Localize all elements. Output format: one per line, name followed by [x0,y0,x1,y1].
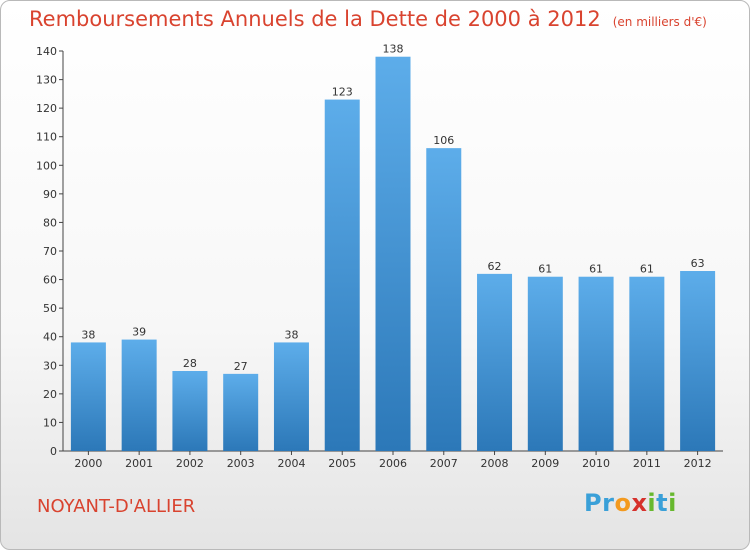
y-tick-label: 100 [36,159,57,172]
bar-2009 [527,276,563,451]
bar-2003 [223,373,259,451]
y-tick-label: 10 [43,416,57,429]
data-label: 28 [183,357,197,370]
bar-2011 [629,276,665,451]
x-tick-label: 2004 [277,457,305,470]
data-label: 62 [488,260,502,273]
bar-2004 [273,342,309,451]
data-label: 61 [538,263,552,276]
x-tick-label: 2011 [633,457,661,470]
commune-name: NOYANT-D'ALLIER [37,496,196,517]
title-main: Remboursements Annuels de la Dette de 20… [29,7,601,31]
bar-2000 [70,342,106,451]
x-tick-label: 2008 [481,457,509,470]
data-label: 123 [332,86,353,99]
bar-2007 [426,148,462,451]
y-tick-label: 20 [43,388,57,401]
x-tick-label: 2000 [74,457,102,470]
bar-2001 [121,339,157,451]
y-tick-label: 30 [43,359,57,372]
bar-2002 [172,371,208,451]
title-unit: (en milliers d'€) [612,15,707,29]
data-label: 106 [433,134,454,147]
data-label: 27 [234,360,248,373]
bar-2012 [680,271,716,451]
y-tick-label: 80 [43,216,57,229]
bar-2006 [375,56,411,451]
x-tick-label: 2012 [684,457,712,470]
data-labels: 38 39 28 27 38 123 138 106 62 61 61 61 63 [81,43,704,373]
x-tick-label: 2007 [430,457,458,470]
data-label: 63 [691,257,705,270]
x-tick-label: 2005 [328,457,356,470]
y-tick-label: 130 [36,74,57,87]
proxiti-logo[interactable]: Proxiti [584,489,677,517]
data-label: 38 [284,328,298,341]
y-tick-label: 0 [50,445,57,458]
y-tick-label: 120 [36,102,57,115]
data-label: 61 [640,263,654,276]
x-tick-label: 2001 [125,457,153,470]
data-label: 38 [81,328,95,341]
y-tick-label: 70 [43,245,57,258]
y-tick-label: 40 [43,331,57,344]
bars [70,56,716,452]
x-tick-label: 2009 [531,457,559,470]
y-tick-label: 90 [43,188,57,201]
y-tick-label: 50 [43,302,57,315]
axes: 0 10 20 30 40 50 60 70 80 90 100 110 120 130 140 2000 20… [36,45,723,470]
bar-2010 [578,276,614,451]
y-tick-label: 60 [43,274,57,287]
x-tick-label: 2003 [227,457,255,470]
bar-2005 [324,99,360,452]
data-label: 138 [383,43,404,56]
y-tick-label: 110 [36,131,57,144]
x-tick-label: 2002 [176,457,204,470]
bar-2008 [477,273,513,451]
data-label: 39 [132,326,146,339]
x-tick-label: 2010 [582,457,610,470]
data-label: 61 [589,263,603,276]
x-tick-label: 2006 [379,457,407,470]
chart-title: Remboursements Annuels de la Dette de 20… [29,7,707,31]
y-tick-label: 140 [36,45,57,58]
